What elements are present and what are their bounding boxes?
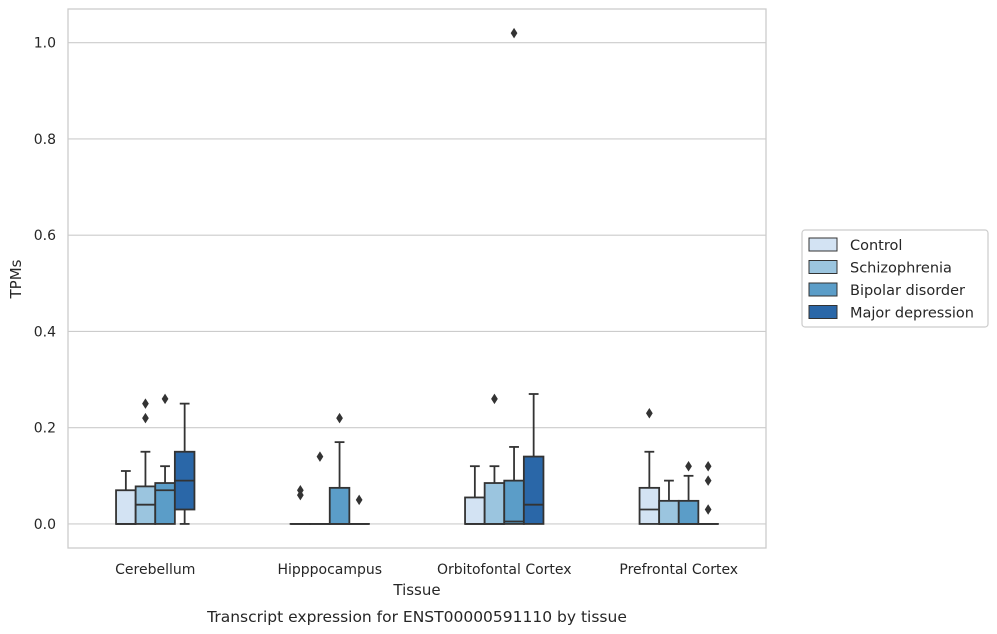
box-body (328, 486, 351, 525)
x-tick-label: Orbitofontal Cortex (437, 562, 572, 578)
box-major-depression (697, 460, 719, 525)
outlier-point (685, 460, 692, 472)
outlier-point (316, 451, 324, 462)
y-tick-label: 0.8 (34, 132, 56, 148)
box-schizophrenia (134, 398, 157, 525)
x-tick-labels: Cerebellum Hipppocampus Orbitofontal Corte… (115, 562, 738, 578)
y-axis-label: TPMs (7, 259, 25, 299)
y-tick-label: 0.6 (34, 228, 56, 244)
outlier-point (296, 485, 304, 496)
legend-swatch (808, 282, 838, 297)
x-axis-label: Tissue (392, 581, 440, 599)
box-body (638, 486, 661, 525)
outlier-point (704, 504, 712, 515)
legend-swatch (808, 237, 838, 252)
box-bipolar-disorder (503, 27, 525, 525)
outlier-point (355, 494, 363, 506)
box-body (522, 455, 545, 525)
y-tick-labels: 0.0 0.2 0.4 0.6 0.8 1.0 (34, 36, 56, 533)
y-tick-label: 0.0 (34, 517, 56, 533)
box-schizophrenia (483, 393, 506, 525)
y-tick-label: 0.2 (34, 421, 56, 437)
box-groups (115, 27, 719, 525)
x-tick-label: Prefrontal Cortex (619, 562, 738, 578)
box-body (503, 479, 525, 525)
outlier-point (704, 475, 712, 486)
box-schizophrenia (309, 451, 331, 525)
box-control (289, 485, 312, 525)
legend-label: Major depression (850, 306, 974, 322)
box-bipolar-disorder (677, 460, 700, 525)
y-tick-label: 1.0 (34, 36, 56, 52)
box-bipolar-disorder (154, 393, 176, 525)
box-body (115, 489, 137, 525)
outlier-point (491, 393, 498, 405)
box-control (464, 465, 486, 525)
box-control (638, 408, 661, 525)
outlier-point (142, 412, 149, 424)
legend-label: Schizophrenia (850, 261, 952, 277)
box-body (464, 496, 486, 525)
x-tick-label: Cerebellum (115, 562, 195, 578)
plot-frame (67, 8, 767, 549)
y-tick-label: 0.4 (34, 324, 56, 340)
box-major-depression (173, 402, 196, 525)
legend-frame (801, 229, 989, 328)
box-bipolar-disorder (328, 412, 351, 525)
chart-caption: Transcript expression for ENST0000059111… (206, 608, 627, 626)
box-schizophrenia (658, 479, 680, 525)
box-major-depression (348, 494, 370, 525)
x-tick-label: Hipppocampus (277, 562, 382, 578)
legend-swatch (808, 260, 838, 274)
outlier-point (142, 398, 149, 409)
legend-swatch (808, 305, 838, 319)
box-body (658, 499, 680, 525)
box-major-depression (522, 393, 545, 525)
outlier-point (645, 408, 653, 419)
gridlines (68, 42, 766, 525)
legend: Control Schizophrenia Bipolar disorder Majo… (801, 229, 989, 328)
box-control (115, 470, 137, 525)
outlier-point (510, 27, 518, 39)
box-body (677, 499, 700, 525)
outlier-point (161, 393, 169, 405)
box-body (483, 482, 506, 525)
outlier-point (704, 460, 712, 472)
outlier-point (336, 412, 343, 424)
box-body (154, 482, 176, 525)
legend-label: Bipolar disorder (850, 283, 965, 299)
legend-label: Control (850, 238, 902, 254)
